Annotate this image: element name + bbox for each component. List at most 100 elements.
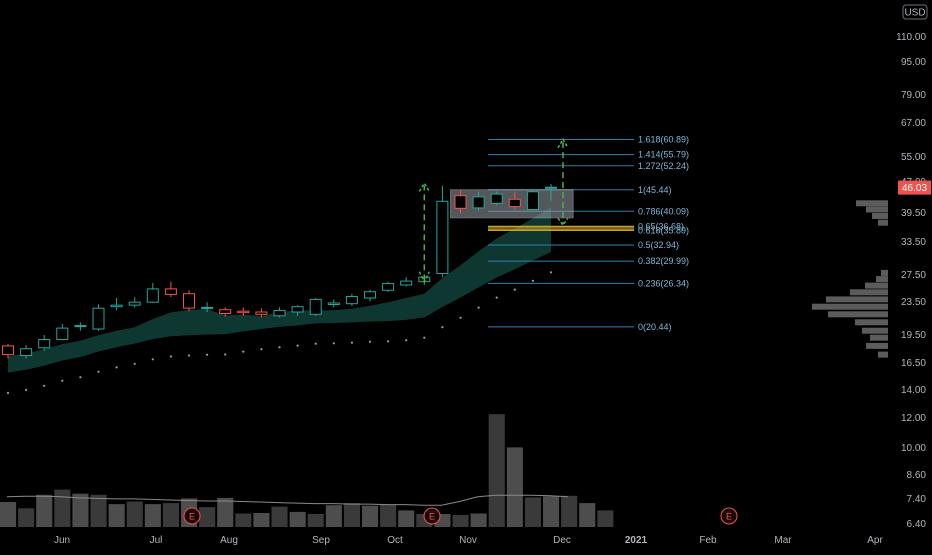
candle-body [2, 345, 14, 356]
ma-dot [79, 376, 82, 379]
volume-profile-bar [866, 206, 888, 213]
time-tick-label: Jul [150, 535, 163, 546]
volume-profile-bar [872, 213, 888, 219]
candle-body [183, 293, 195, 309]
fib-label: 0.5(32.94) [638, 240, 679, 250]
candle-body [345, 296, 358, 305]
candle-body [255, 311, 268, 315]
volume-ma-line [6, 494, 569, 506]
ma-dot [513, 288, 516, 291]
volume-bar [343, 503, 360, 527]
candle-body [526, 191, 539, 211]
axes[interactable]: 110.0095.0079.0067.0055.0047.0039.5033.5… [54, 4, 931, 546]
volume-bar [597, 510, 614, 527]
measure-arrow-right-tail [557, 217, 569, 227]
volume-profile-bar [878, 351, 888, 358]
time-tick-label: Dec [553, 535, 571, 546]
volume-profile-bar [870, 334, 888, 341]
ma-dot [423, 336, 426, 339]
price-tick-label: 33.50 [901, 237, 926, 248]
time-tick-label: 2021 [625, 535, 648, 546]
candle-body [436, 200, 449, 274]
ma-dot [332, 342, 335, 345]
candle-body [20, 348, 33, 357]
ma-dot [260, 348, 263, 351]
price-tick-label: 39.50 [901, 208, 926, 219]
time-tick-label: Feb [699, 535, 717, 546]
ma-dot [206, 353, 209, 356]
fib-label: 1.618(60.89) [638, 135, 689, 145]
ma-dot [43, 384, 46, 387]
price-tick-label: 10.00 [901, 443, 926, 454]
price-tick-label: 110.00 [896, 32, 926, 43]
volume-bar [162, 503, 179, 527]
volume-bar [90, 494, 107, 527]
volume-profile-bar [826, 296, 888, 303]
fib-label: 0.618(35.89) [638, 225, 689, 235]
fib-label: 1(45.44) [638, 185, 672, 195]
candle-body [92, 307, 105, 330]
candle-body [38, 339, 51, 349]
ma-dot [387, 340, 390, 343]
ma-dot [97, 370, 100, 373]
time-tick-label: Jun [54, 535, 70, 546]
volume-bar [54, 489, 71, 527]
volume-bar [543, 496, 560, 527]
last-price-tag [898, 180, 931, 195]
price-tick-label: 55.00 [901, 152, 926, 163]
volume-bar [362, 505, 379, 527]
volume-bar [561, 495, 578, 527]
time-tick-label: Mar [774, 535, 792, 546]
fib-label: 1.272(52.24) [638, 161, 689, 171]
fib-label: 0.65(36.68) [638, 222, 684, 232]
volume-bar [506, 447, 523, 527]
ma-dot [224, 353, 227, 356]
volume-bar [36, 494, 53, 527]
fibonacci-levels[interactable]: 1.618(60.89) 1.414(55.79)1.272(52.24) 1(45… [488, 135, 689, 332]
volume-profile-bar [876, 276, 888, 283]
measure-arrows[interactable] [418, 137, 569, 284]
golden-pocket-zone [488, 226, 634, 231]
earnings-marker-icon [423, 507, 441, 525]
last-price-label: 46.03 [902, 183, 927, 194]
candle-body [273, 309, 286, 317]
candle-body [545, 186, 557, 189]
ma-dot [151, 358, 154, 361]
ma-dot [133, 362, 136, 365]
ma-dot [278, 346, 281, 349]
price-tick-label: 8.60 [907, 470, 927, 481]
moving-average-band [8, 207, 551, 373]
ma-dot [495, 296, 498, 299]
volume-profile-bar [812, 303, 888, 310]
volume-profile-bar [862, 327, 888, 334]
volume-profile-bar [866, 342, 888, 349]
candle-body [146, 288, 159, 303]
ma-band-fill [8, 207, 551, 373]
candle-body [382, 283, 395, 291]
volume-bar [72, 493, 89, 527]
candle-body [291, 306, 304, 313]
price-tick-label: 19.50 [901, 330, 926, 341]
ma-dot [441, 326, 444, 329]
candle-body [201, 306, 214, 309]
volume-profile-bar [850, 289, 888, 296]
candle-body [164, 288, 177, 295]
volume-profile-bar [855, 319, 888, 326]
price-tick-label: 67.00 [901, 118, 926, 129]
ma-dot [459, 316, 462, 319]
candle-body [110, 304, 123, 308]
candle-body [309, 298, 322, 315]
volume-bars [0, 414, 614, 527]
candle-body [490, 193, 503, 204]
ma-dot [549, 271, 553, 274]
ma-dot [187, 354, 191, 357]
volume-profile-bar [881, 269, 888, 276]
volume-profile-bar [878, 219, 888, 226]
ma-dot [314, 342, 317, 345]
currency-label[interactable]: USD [904, 8, 925, 19]
volume-bar [235, 513, 252, 527]
earnings-marker-icon [720, 507, 738, 525]
